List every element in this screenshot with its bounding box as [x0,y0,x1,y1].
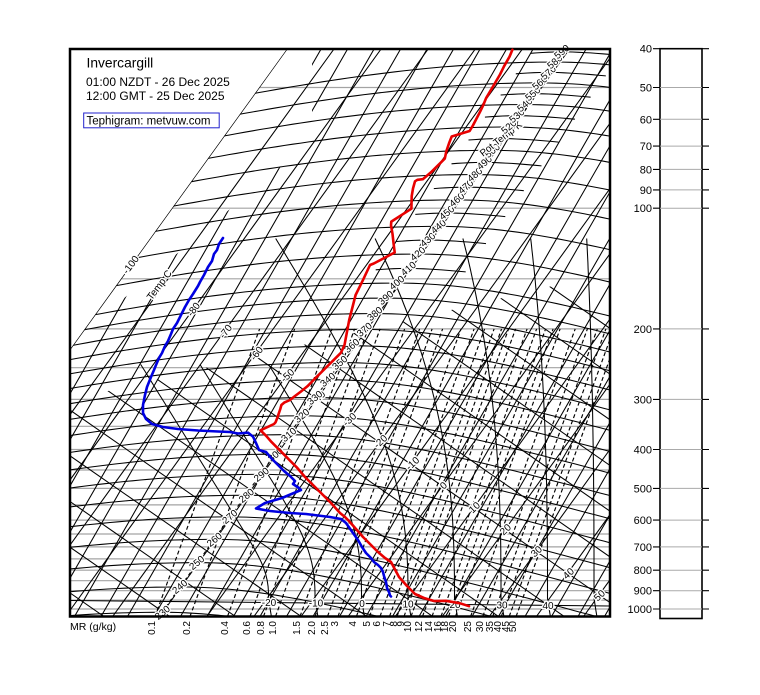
svg-text:9: 9 [396,621,407,627]
svg-text:1.0: 1.0 [268,621,279,635]
svg-text:90: 90 [640,185,652,197]
svg-text:20: 20 [448,621,459,633]
svg-text:60: 60 [640,114,652,126]
svg-text:50: 50 [508,621,519,633]
svg-text:4: 4 [348,621,359,627]
svg-text:30: 30 [475,621,486,633]
svg-text:300: 300 [634,394,652,406]
svg-text:-10: -10 [309,599,324,610]
svg-text:Invercargill: Invercargill [87,56,154,71]
svg-text:600: 600 [634,515,652,527]
svg-text:50: 50 [640,83,652,95]
svg-text:200: 200 [634,324,652,336]
svg-text:40: 40 [640,44,652,56]
svg-text:40: 40 [493,621,504,633]
svg-text:0.8: 0.8 [256,621,267,635]
svg-text:0.2: 0.2 [182,621,193,635]
svg-text:900: 900 [634,586,652,598]
svg-text:0.6: 0.6 [242,621,253,635]
svg-text:12: 12 [414,621,425,633]
svg-text:35: 35 [485,621,496,633]
svg-text:800: 800 [634,565,652,577]
svg-text:25: 25 [463,621,474,633]
svg-text:2.5: 2.5 [320,621,331,635]
svg-text:MR (g/kg): MR (g/kg) [70,621,116,633]
svg-text:16: 16 [433,621,444,633]
svg-text:0.4: 0.4 [220,621,231,635]
svg-text:01:00 NZDT - 26 Dec 2025: 01:00 NZDT - 26 Dec 2025 [86,75,230,89]
svg-text:1000: 1000 [628,604,652,616]
svg-text:80: 80 [640,164,652,176]
svg-text:8: 8 [389,621,400,627]
svg-text:6: 6 [372,621,383,627]
svg-text:700: 700 [634,542,652,554]
svg-text:-20: -20 [262,598,277,609]
svg-text:18: 18 [440,621,451,633]
svg-text:5: 5 [362,621,373,627]
svg-text:500: 500 [634,483,652,495]
svg-text:1.5: 1.5 [292,621,303,635]
svg-text:2.0: 2.0 [307,621,318,635]
svg-text:10: 10 [403,621,414,633]
svg-text:10: 10 [402,599,414,610]
svg-text:45: 45 [501,621,512,633]
svg-text:3: 3 [330,621,341,627]
svg-text:14: 14 [424,621,435,633]
svg-text:40: 40 [542,601,554,612]
svg-text:70: 70 [640,141,652,153]
svg-text:0.1: 0.1 [147,621,158,635]
svg-text:0: 0 [359,599,365,610]
svg-text:30: 30 [496,600,508,611]
svg-text:Tephigram: metvuw.com: Tephigram: metvuw.com [87,116,211,128]
svg-text:7: 7 [382,621,393,627]
svg-text:12:00 GMT - 25 Dec 2025: 12:00 GMT - 25 Dec 2025 [86,89,225,103]
svg-text:100: 100 [634,203,652,215]
svg-text:400: 400 [634,445,652,457]
